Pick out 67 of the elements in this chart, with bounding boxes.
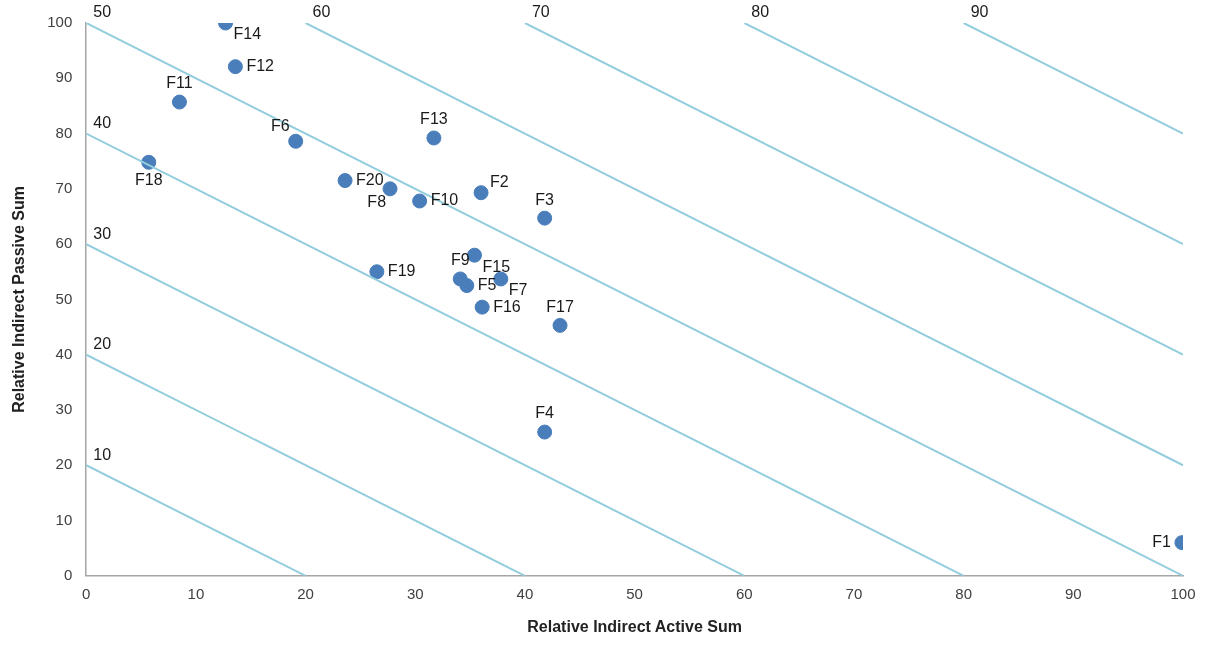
x-tick-label: 30 <box>406 584 424 602</box>
data-label: F7 <box>508 281 528 299</box>
y-tick-label: 90 <box>55 68 73 86</box>
data-label: F5 <box>477 275 497 293</box>
data-label: F10 <box>430 191 459 209</box>
annotation: 40 <box>93 113 112 131</box>
point <box>452 271 468 287</box>
data-label: F8 <box>367 193 387 211</box>
data-label: F16 <box>493 297 521 315</box>
data-label: F20 <box>356 170 384 188</box>
point <box>337 173 353 189</box>
point <box>227 59 243 75</box>
y-tick-label: 100 <box>47 13 73 31</box>
y-tick-label: 80 <box>55 123 73 141</box>
annotation: 50 <box>93 3 112 21</box>
point <box>288 133 304 149</box>
x-axis-title: Relative Indirect Active Sum <box>527 617 742 635</box>
x-tick-label: 0 <box>82 584 91 602</box>
data-label: F9 <box>450 251 470 269</box>
point <box>382 181 398 197</box>
data-label: F6 <box>271 116 290 134</box>
point <box>474 299 490 315</box>
x-tick-label: 40 <box>516 584 534 602</box>
y-tick-label: 0 <box>63 565 73 583</box>
data-label: F1 <box>1152 533 1171 551</box>
x-tick-label: 90 <box>1064 584 1082 602</box>
x-tick-label: 20 <box>297 584 314 602</box>
y-tick-label: 60 <box>55 234 73 252</box>
annotation: 70 <box>531 3 550 21</box>
annotation: 90 <box>970 3 989 21</box>
y-tick-label: 10 <box>55 510 73 528</box>
y-tick-label: 50 <box>55 289 73 307</box>
point <box>552 317 568 333</box>
data-label: F17 <box>546 297 574 315</box>
data-label: F3 <box>535 190 555 208</box>
annotation: 30 <box>93 224 112 242</box>
y-axis-title: Relative Indirect Passive Sum <box>10 186 28 413</box>
data-label: F2 <box>490 173 509 191</box>
x-tick-label: 10 <box>187 584 205 602</box>
data-label: F15 <box>482 257 511 275</box>
x-tick-label: 100 <box>1170 584 1196 602</box>
data-label: F11 <box>166 74 193 92</box>
annotation: 20 <box>93 335 112 353</box>
point <box>171 94 187 110</box>
annotation: 60 <box>312 3 331 21</box>
x-tick-label: 50 <box>626 584 643 602</box>
x-tick-label: 70 <box>845 584 863 602</box>
point <box>412 193 428 209</box>
data-label: F13 <box>420 110 448 128</box>
x-tick-label: 60 <box>735 584 753 602</box>
data-label: F12 <box>246 57 275 75</box>
point <box>426 130 442 146</box>
y-tick-label: 70 <box>55 178 73 196</box>
y-tick-label: 20 <box>55 455 73 473</box>
point <box>473 185 489 201</box>
annotation: 80 <box>751 3 770 21</box>
data-label: F4 <box>535 404 555 422</box>
data-label: F19 <box>387 262 416 280</box>
point <box>369 264 385 280</box>
data-label: F18 <box>134 170 163 188</box>
point <box>537 210 553 226</box>
x-tick-label: 80 <box>955 584 972 602</box>
annotation: 10 <box>93 445 112 463</box>
point <box>537 424 553 440</box>
y-tick-label: 40 <box>55 344 73 362</box>
data-label: F14 <box>233 25 262 43</box>
y-tick-label: 30 <box>55 400 73 418</box>
